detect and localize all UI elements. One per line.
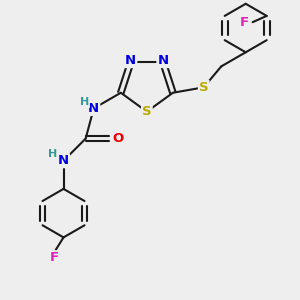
Text: N: N [125, 54, 136, 67]
Text: F: F [50, 251, 59, 264]
Text: S: S [142, 105, 152, 118]
Text: S: S [199, 81, 208, 94]
Text: O: O [112, 132, 123, 145]
Text: N: N [88, 102, 99, 115]
Text: N: N [58, 154, 69, 167]
Text: H: H [48, 149, 57, 160]
Text: H: H [80, 97, 89, 107]
Text: F: F [240, 16, 249, 29]
Text: N: N [158, 54, 169, 67]
